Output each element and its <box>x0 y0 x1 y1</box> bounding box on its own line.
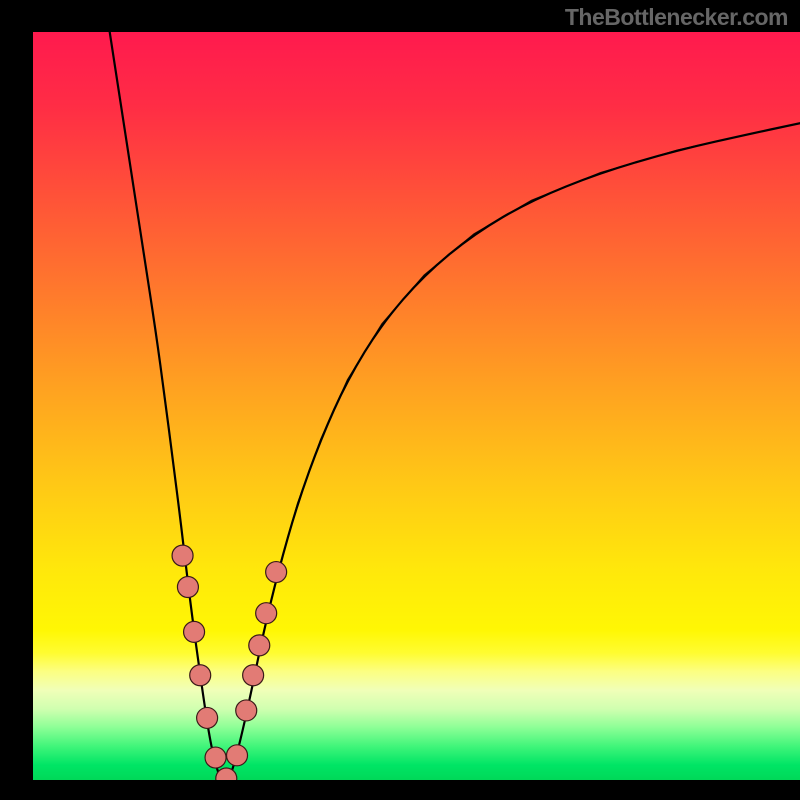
marker-point <box>249 635 270 656</box>
figure-root: TheBottlenecker.com <box>0 0 800 800</box>
plot-svg <box>33 32 800 780</box>
marker-point <box>236 700 257 721</box>
marker-point <box>172 545 193 566</box>
marker-point <box>216 768 237 780</box>
v-curve <box>110 32 800 780</box>
marker-point <box>266 562 287 583</box>
marker-point <box>256 603 277 624</box>
plot-area <box>33 32 800 780</box>
v-curve-sharpener <box>110 32 800 780</box>
marker-point <box>184 621 205 642</box>
marker-point <box>205 747 226 768</box>
marker-point <box>190 665 211 686</box>
watermark-text: TheBottlenecker.com <box>565 4 788 31</box>
marker-group <box>172 545 287 780</box>
marker-point <box>227 745 248 766</box>
marker-point <box>243 665 264 686</box>
marker-point <box>197 707 218 728</box>
marker-point <box>177 577 198 598</box>
